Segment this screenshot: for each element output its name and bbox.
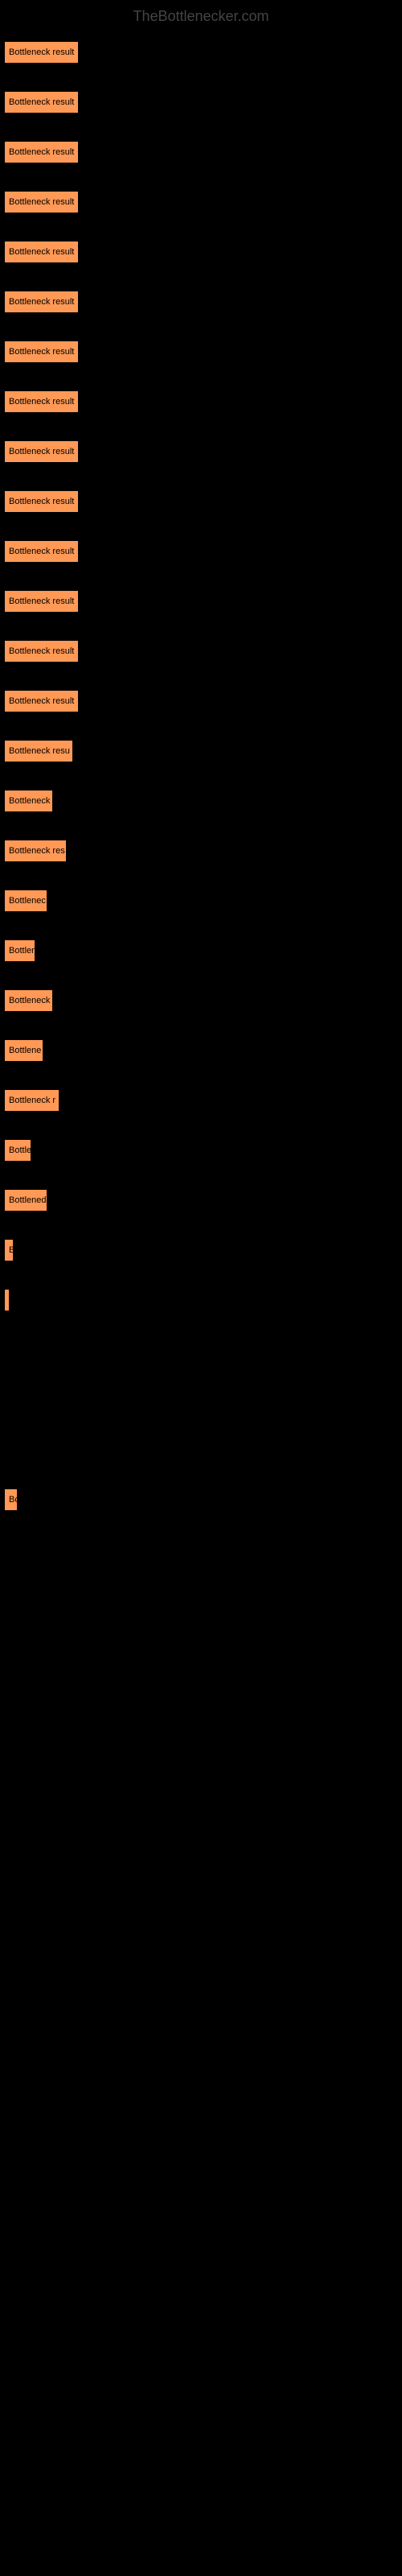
chart-bar: Bottleneck result <box>4 241 79 263</box>
bar-label: Bottleneck result <box>9 646 74 656</box>
bar-label: Bottleneck result <box>9 497 74 506</box>
chart-bar: Bottleneck result <box>4 540 79 563</box>
bar-row <box>4 1439 398 1461</box>
bar-row: Bottleneck result <box>4 540 398 563</box>
chart-bar: Bottlened <box>4 1189 47 1212</box>
chart-bar: Bottleneck <box>4 989 53 1012</box>
bar-row: Bottleneck result <box>4 241 398 263</box>
bar-row: B <box>4 1239 398 1261</box>
chart-bar: Bottleneck <box>4 790 53 812</box>
bar-label: Bottleneck result <box>9 597 74 606</box>
bar-label: Bottleneck resu <box>9 746 70 756</box>
bar-label: Bottleneck result <box>9 696 74 706</box>
chart-bar: Bottler <box>4 939 35 962</box>
chart-bar: Bottleneck result <box>4 91 79 114</box>
chart-bar: Bottleneck result <box>4 191 79 213</box>
bar-row: Bottleneck result <box>4 640 398 663</box>
empty-bar <box>4 1339 398 1361</box>
site-name: TheBottlenecker.com <box>133 8 269 24</box>
header: TheBottlenecker.com <box>0 0 402 33</box>
chart-bar: Bo <box>4 1488 18 1511</box>
chart-bar: Bottleneck result <box>4 141 79 163</box>
chart-bar: Bottleneck res <box>4 840 67 862</box>
chart-bar <box>4 1289 10 1311</box>
chart-bar: Bottlene <box>4 1039 43 1062</box>
chart-bar: Bottleneck resu <box>4 740 73 762</box>
bar-row: Bottleneck result <box>4 91 398 114</box>
bar-label: Bottlene <box>9 1046 41 1055</box>
bar-row: Bottleneck result <box>4 440 398 463</box>
bar-row <box>4 1289 398 1311</box>
bar-row: Bottleneck result <box>4 341 398 363</box>
bar-label: Bottler <box>9 946 35 956</box>
bar-label: Bottleneck result <box>9 197 74 207</box>
chart-container: Bottleneck result Bottleneck result Bottle… <box>0 33 402 1546</box>
bar-row: Bottlenec <box>4 890 398 912</box>
bar-label: Bottleneck result <box>9 47 74 57</box>
bar-row: Bottleneck r <box>4 1089 398 1112</box>
bar-row: Bottleneck result <box>4 590 398 613</box>
chart-bar: Bottlenec <box>4 890 47 912</box>
empty-bar <box>4 1439 398 1461</box>
bar-row: Bottlene <box>4 1039 398 1062</box>
bar-row: Bottleneck result <box>4 141 398 163</box>
chart-bar: Bottleneck result <box>4 690 79 712</box>
bar-row: Bottler <box>4 939 398 962</box>
bar-row: Bottleneck result <box>4 191 398 213</box>
bar-row: Bottleneck <box>4 790 398 812</box>
bar-label: Bottleneck r <box>9 1096 55 1105</box>
bar-label: Bottleneck result <box>9 547 74 556</box>
empty-bar <box>4 1389 398 1411</box>
bar-label: Bottleneck <box>9 796 50 806</box>
bar-label: Bottleneck result <box>9 447 74 456</box>
bar-label: Bottleneck result <box>9 397 74 407</box>
bar-row <box>4 1339 398 1361</box>
bar-row: Bottleneck res <box>4 840 398 862</box>
bar-label: Bottlenec <box>9 896 46 906</box>
bar-row <box>4 1389 398 1411</box>
bar-row: Bottleneck result <box>4 490 398 513</box>
bar-label: Bottle <box>9 1146 31 1155</box>
bar-row: Bottleneck <box>4 989 398 1012</box>
bar-row: Bottleneck result <box>4 41 398 64</box>
chart-bar: Bottleneck result <box>4 490 79 513</box>
bar-row: Bottleneck result <box>4 690 398 712</box>
chart-bar: Bottleneck result <box>4 390 79 413</box>
bar-label: Bottleneck <box>9 996 50 1005</box>
chart-bar: Bottleneck result <box>4 41 79 64</box>
bar-label: Bottleneck result <box>9 97 74 107</box>
chart-bar: Bottleneck result <box>4 640 79 663</box>
bar-label: Bottleneck result <box>9 247 74 257</box>
bar-label: Bottleneck result <box>9 297 74 307</box>
bar-label: Bottleneck result <box>9 347 74 357</box>
chart-bar: Bottleneck result <box>4 341 79 363</box>
bar-label: Bottleneck result <box>9 147 74 157</box>
chart-bar: Bottleneck result <box>4 590 79 613</box>
chart-bar: Bottle <box>4 1139 31 1162</box>
bar-row: Bottlened <box>4 1189 398 1212</box>
bar-label: B <box>9 1245 14 1255</box>
chart-bar: Bottleneck result <box>4 440 79 463</box>
bar-row: Bottleneck result <box>4 291 398 313</box>
bar-row: Bottleneck result <box>4 390 398 413</box>
bar-row: Bo <box>4 1488 398 1511</box>
chart-bar: Bottleneck r <box>4 1089 59 1112</box>
chart-bar: Bottleneck result <box>4 291 79 313</box>
bar-row: Bottle <box>4 1139 398 1162</box>
chart-bar: B <box>4 1239 14 1261</box>
bar-label: Bottlened <box>9 1195 46 1205</box>
bar-label: Bottleneck res <box>9 846 65 856</box>
bar-label: Bo <box>9 1495 19 1505</box>
bar-row: Bottleneck resu <box>4 740 398 762</box>
